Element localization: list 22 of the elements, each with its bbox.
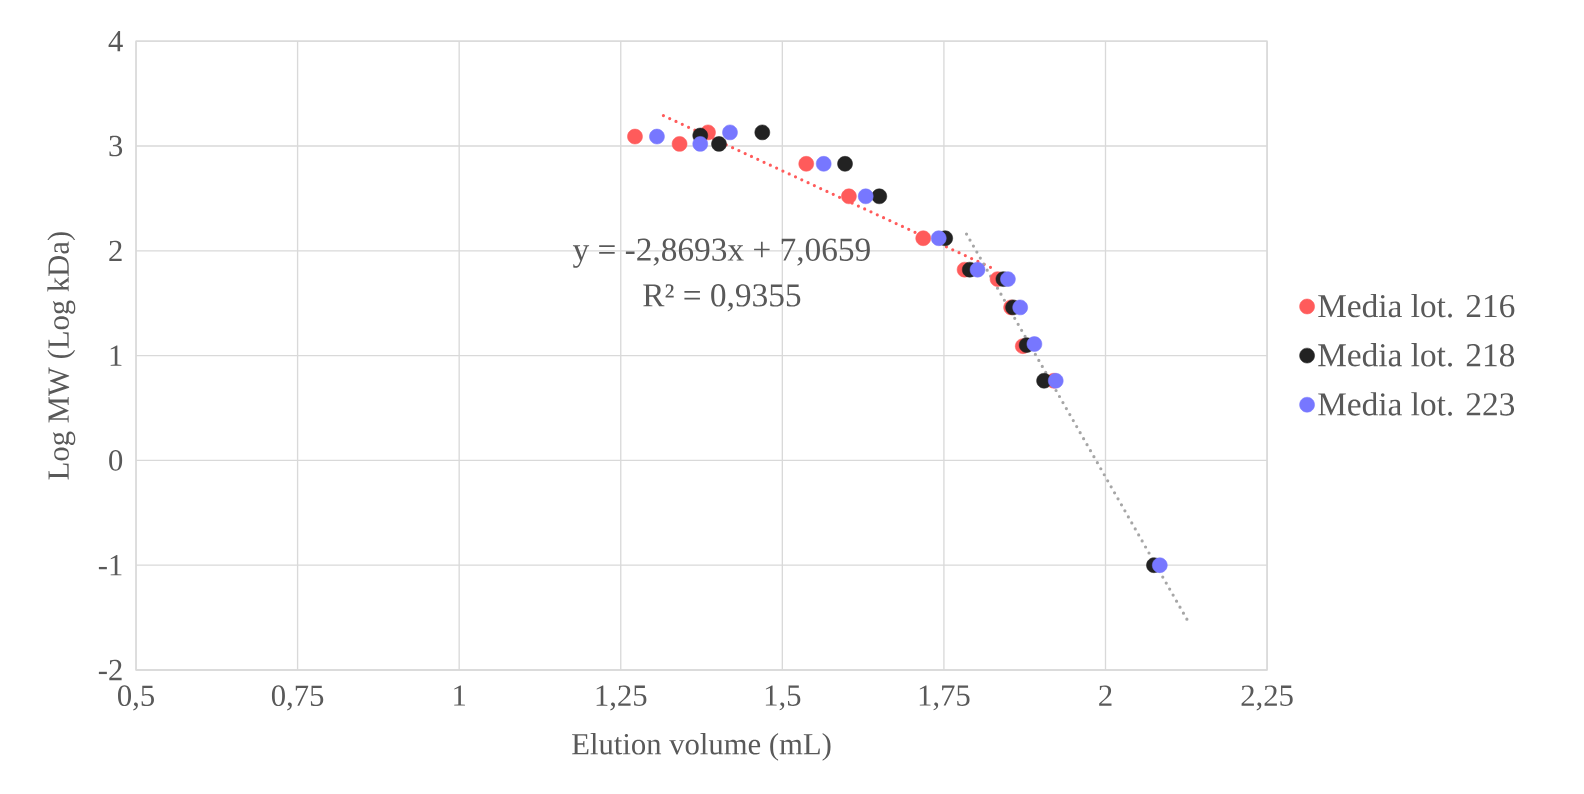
annotation: R² = 0,9355 [643, 284, 801, 312]
x-tick-label: 2 [1099, 685, 1112, 706]
legend-label: Media lot. 216 [1318, 293, 1515, 318]
annotation: y = -2,8693x + 7,0659 [572, 238, 870, 268]
y-tick-label: 4 [108, 31, 123, 52]
x-tick-label: 0,75 [271, 685, 324, 711]
x-tick-label: 2,25 [1241, 685, 1293, 711]
y-tick-label: -2 [98, 659, 122, 681]
y-tick-label: 3 [109, 135, 123, 157]
x-axis-title: Elution volume (mL) [572, 732, 831, 761]
y-tick-label: 0 [109, 450, 123, 471]
x-tick-label: 1 [454, 685, 465, 706]
x-tick-label: 1,25 [596, 685, 647, 711]
x-tick-label: 1,75 [919, 685, 970, 711]
x-tick-label: 1,5 [765, 685, 801, 711]
y-axis-title: Log MW (Log kDa) [47, 232, 76, 480]
y-tick-label: 2 [109, 240, 122, 261]
x-tick-label: 0,5 [118, 685, 154, 711]
legend-label: Media lot. 223 [1318, 392, 1515, 416]
y-tick-label: -1 [98, 555, 122, 576]
legend-label: Media lot. 218 [1318, 343, 1515, 367]
y-tick-label: 1 [110, 345, 122, 366]
